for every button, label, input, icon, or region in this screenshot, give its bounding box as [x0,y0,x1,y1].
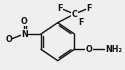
Text: O: O [86,45,92,54]
Text: F: F [86,4,92,13]
Text: NH₂: NH₂ [105,45,122,54]
Text: N: N [21,29,28,38]
Text: O: O [5,35,12,45]
Text: F: F [79,18,84,27]
Text: F: F [57,4,62,13]
Text: O: O [21,17,28,26]
Text: C: C [72,10,77,19]
